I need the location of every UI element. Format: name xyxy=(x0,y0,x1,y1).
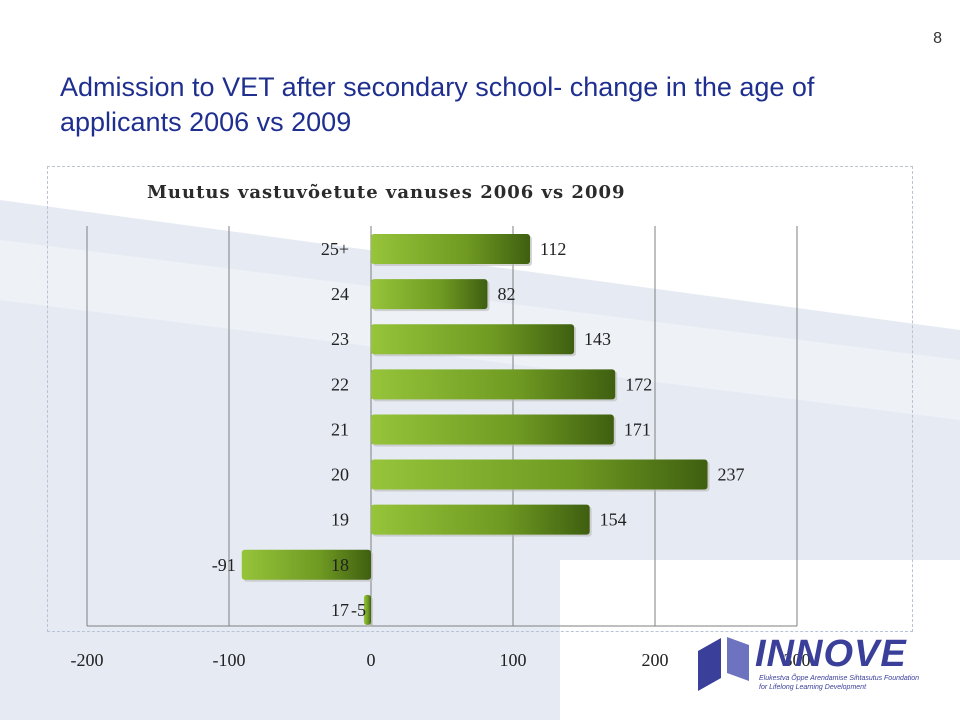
data-label: 172 xyxy=(625,374,652,394)
data-label: 171 xyxy=(624,419,651,439)
bar xyxy=(371,414,614,445)
chart-title: Muutus vastuvõetute vanuses 2006 vs 2009 xyxy=(147,182,626,203)
x-tick-label: 100 xyxy=(500,650,527,670)
data-label: 82 xyxy=(497,284,515,304)
data-label: 112 xyxy=(540,239,566,259)
slide-number: 8 xyxy=(933,30,942,47)
x-tick-label: 0 xyxy=(367,650,376,670)
x-tick-label: -200 xyxy=(71,650,104,670)
data-label: 154 xyxy=(600,510,627,530)
bar xyxy=(371,504,590,535)
logo-tagline: Elukestva Õppe Arendamise Sihtasutus Fou… xyxy=(759,675,920,691)
category-label: 22 xyxy=(331,374,349,394)
slide-title: Admission to VET after secondary school-… xyxy=(60,72,815,137)
logo-name: INNOVE xyxy=(755,633,907,675)
data-label: -5 xyxy=(351,600,366,620)
bar xyxy=(371,369,616,400)
category-label: 19 xyxy=(331,510,349,530)
x-tick-label: 300 xyxy=(784,650,811,670)
innove-logo: INNOVE Elukestva Õppe Arendamise Sihtasu… xyxy=(693,633,923,693)
category-label: 24 xyxy=(331,284,349,304)
bar xyxy=(371,459,708,490)
bar xyxy=(241,549,371,580)
chart-area xyxy=(47,166,913,632)
category-label: 18 xyxy=(331,555,349,575)
data-label: 143 xyxy=(584,329,611,349)
bar xyxy=(371,279,488,310)
logo-mark-icon xyxy=(698,637,749,691)
data-label: -91 xyxy=(212,555,236,575)
data-label: 237 xyxy=(718,465,745,485)
category-label: 21 xyxy=(331,419,349,439)
category-label: 25+ xyxy=(321,239,349,259)
bar xyxy=(371,324,575,355)
bar xyxy=(363,594,371,625)
bar xyxy=(371,234,531,264)
x-tick-label: -100 xyxy=(213,650,246,670)
category-label: 17 xyxy=(331,600,349,620)
x-tick-label: 200 xyxy=(642,650,669,670)
category-label: 20 xyxy=(331,465,349,485)
category-label: 23 xyxy=(331,329,349,349)
